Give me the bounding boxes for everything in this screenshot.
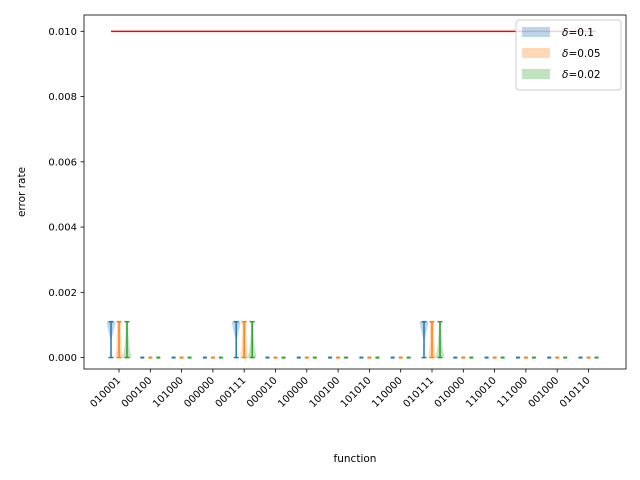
- y-tick-label: 0.006: [48, 157, 77, 168]
- x-tick-label: 101010: [339, 375, 374, 410]
- x-tick-label: 000100: [120, 375, 155, 410]
- y-tick-label: 0.008: [48, 92, 77, 103]
- plot-frame: [83, 14, 627, 370]
- x-tick-label: 101000: [151, 375, 186, 410]
- legend-delta-symbol: δ: [562, 69, 568, 81]
- x-tick-label: 001000: [527, 375, 562, 410]
- y-tick-label: 0.004: [48, 223, 77, 234]
- x-tick-label: 000000: [182, 375, 217, 410]
- legend-entry-label: δ=0.1: [562, 27, 594, 39]
- legend: δ=0.1δ=0.05δ=0.02: [515, 19, 622, 91]
- legend-delta-symbol: δ: [562, 48, 568, 60]
- legend-entry-label: δ=0.05: [562, 48, 601, 60]
- x-tick-label: 111000: [495, 375, 530, 410]
- legend-swatch: [522, 27, 550, 37]
- y-tick-label: 0.010: [48, 27, 77, 38]
- x-tick-label: 110000: [370, 375, 405, 410]
- x-tick-label: 010001: [88, 375, 123, 410]
- legend-delta-symbol: δ: [562, 27, 568, 39]
- x-tick-label: 100100: [308, 375, 343, 410]
- data-marks: [106, 30, 599, 359]
- legend-box: [515, 19, 622, 91]
- legend-entry-label: δ=0.02: [562, 69, 601, 81]
- y-tick-label: 0.000: [48, 353, 77, 364]
- legend-delta-value: =0.05: [568, 48, 600, 60]
- x-tick-label: 110010: [464, 375, 499, 410]
- x-axis-label: function: [334, 453, 377, 465]
- legend-swatch: [522, 48, 550, 58]
- x-tick-label: 010110: [558, 375, 593, 410]
- legend-delta-value: =0.1: [568, 27, 594, 39]
- x-tick-label: 010000: [433, 375, 468, 410]
- x-tick-label: 000010: [245, 375, 280, 410]
- x-tick-label: 100000: [276, 375, 311, 410]
- x-tick-label: 010111: [401, 375, 436, 410]
- y-tick-label: 0.002: [48, 288, 77, 299]
- legend-delta-value: =0.02: [568, 69, 600, 81]
- legend-swatch: [522, 69, 550, 79]
- y-axis-label: error rate: [16, 167, 28, 217]
- x-tick-label: 000111: [214, 375, 249, 410]
